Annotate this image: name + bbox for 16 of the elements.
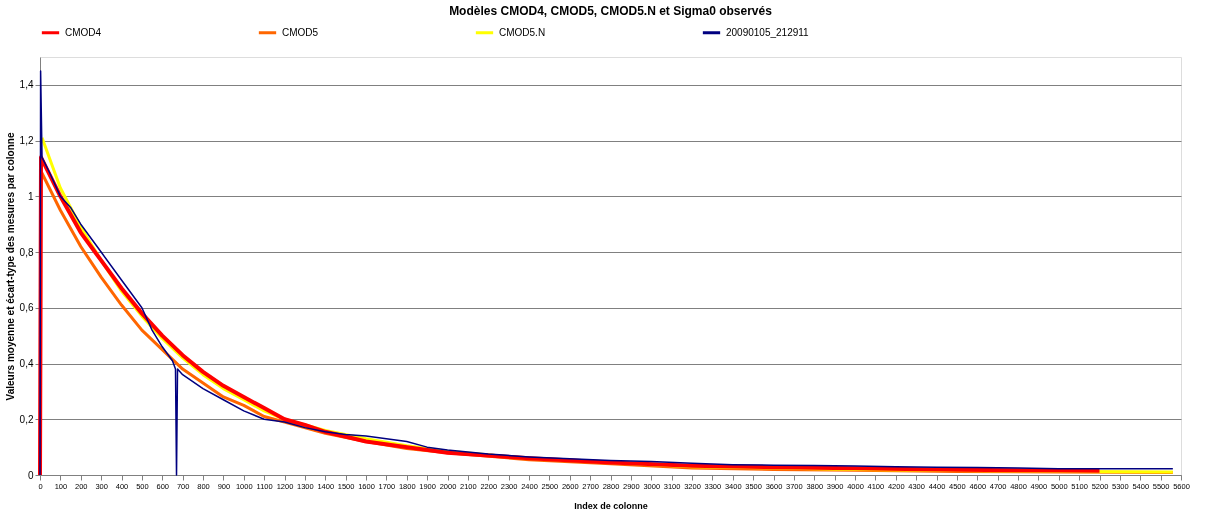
- y-tick-label: 0,2: [19, 413, 34, 425]
- y-tick-label: 0,6: [19, 302, 34, 314]
- legend-label: CMOD5: [282, 26, 319, 38]
- y-tick-label: 0: [27, 469, 34, 481]
- y-tick-label: 1,4: [19, 79, 34, 91]
- legend-label: 20090105_212911: [726, 26, 810, 38]
- legend-label: CMOD5.N: [499, 26, 546, 38]
- y-tick-label: 1,2: [19, 135, 34, 147]
- y-tick-label: 0,4: [19, 358, 34, 370]
- y-tick-label: 0,8: [19, 246, 34, 258]
- legend-label: CMOD4: [65, 26, 102, 38]
- line-series: [39, 70, 1174, 476]
- chart-title: Modèles CMOD4, CMOD5, CMOD5.N et Sigma0 observés: [449, 4, 773, 18]
- y-axis-title: Valeurs moyenne et écart-type des mesures par colonne: [4, 132, 16, 401]
- y-tick-label: 1: [27, 190, 34, 202]
- x-axis-title: Index de colonne: [574, 501, 648, 511]
